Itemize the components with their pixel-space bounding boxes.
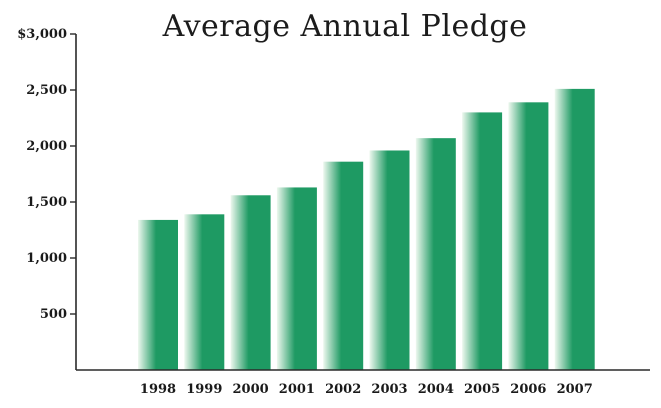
bar-2002 bbox=[323, 161, 364, 370]
y-tick-label: 1,000 bbox=[26, 251, 67, 266]
bar-2007 bbox=[554, 88, 595, 370]
y-tick-label: 500 bbox=[40, 307, 67, 322]
y-tick-label: $3,000 bbox=[17, 27, 67, 42]
bar-2005 bbox=[462, 112, 503, 371]
y-tick-label: 2,000 bbox=[26, 139, 67, 154]
x-axis: 1998 1999 2000 2001 2002 2003 2004 2005 2006 2007 bbox=[76, 369, 650, 397]
x-tick-label: 1998 bbox=[140, 382, 176, 397]
bar-2003 bbox=[369, 150, 410, 370]
bar-2006 bbox=[508, 102, 549, 370]
y-tick-label: 2,500 bbox=[26, 83, 67, 98]
x-tick-label: 2005 bbox=[464, 382, 500, 397]
chart-title: Average Annual Pledge bbox=[162, 9, 528, 44]
y-tick-label: 1,500 bbox=[26, 195, 67, 210]
bar-2000 bbox=[230, 195, 271, 370]
bar-2001 bbox=[276, 187, 317, 370]
x-tick-label: 2004 bbox=[418, 382, 454, 397]
bar-1998 bbox=[138, 219, 178, 370]
bars bbox=[138, 88, 595, 371]
x-tick-label: 2000 bbox=[233, 382, 269, 397]
x-tick-label: 2007 bbox=[557, 382, 593, 397]
bar-2004 bbox=[415, 138, 456, 370]
x-tick-label: 2001 bbox=[279, 382, 315, 397]
x-tick-label: 2006 bbox=[510, 382, 546, 397]
y-axis: 500 1,000 1,500 2,000 2,500 $3,000 bbox=[17, 27, 77, 370]
x-tick-label: 2002 bbox=[325, 382, 361, 397]
x-tick-label: 1999 bbox=[186, 382, 222, 397]
bar-1999 bbox=[184, 214, 225, 370]
x-tick-label: 2003 bbox=[371, 382, 407, 397]
